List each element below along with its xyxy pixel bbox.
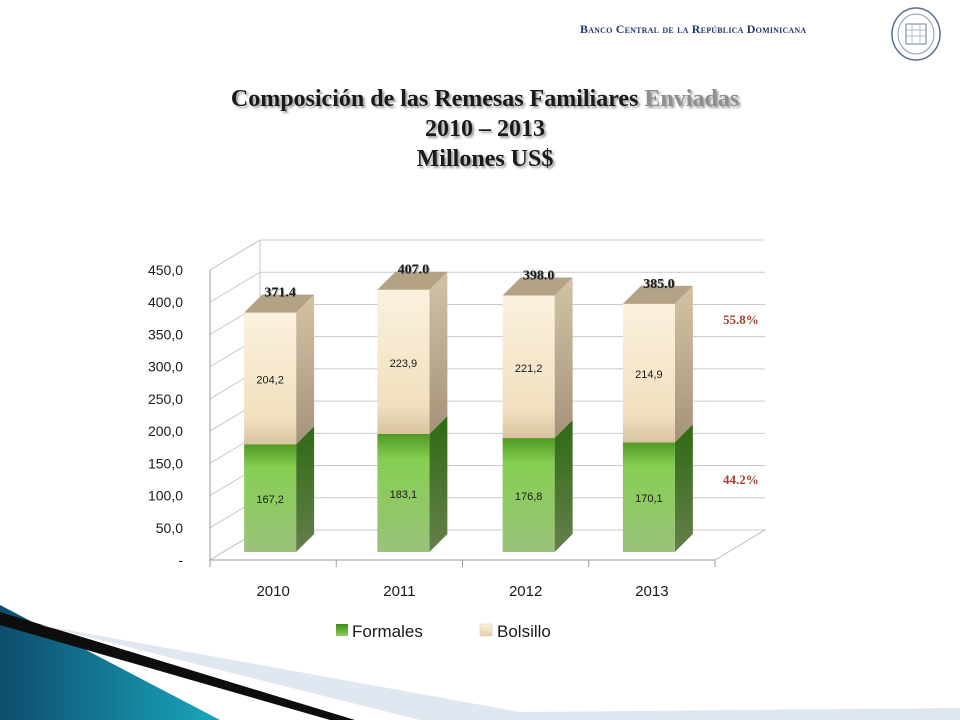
x-tick-label: 2013 <box>635 583 668 600</box>
segment-value-label: 214,9 <box>635 369 663 381</box>
y-tick-label: - <box>178 552 183 568</box>
bar-top <box>244 294 315 313</box>
bar-formales-front <box>502 438 555 552</box>
bar-formales-side <box>674 424 693 552</box>
y-tick-label: 350,0 <box>148 326 183 342</box>
bar-bolsillo-front <box>377 289 430 435</box>
share-label-formales: 44.2% <box>723 472 759 487</box>
segment-value-label: 176,8 <box>515 491 543 503</box>
bar-bolsillo-side <box>674 285 693 443</box>
x-tick-label: 2011 <box>383 583 415 600</box>
legend-swatch-bolsillo <box>479 623 493 637</box>
y-tick-label: 400,0 <box>148 294 183 310</box>
bar-formales-front <box>622 442 675 552</box>
bar-bolsillo-front <box>244 312 297 445</box>
total-label: 407.0 <box>398 263 430 278</box>
legend-swatch-formales <box>336 624 348 636</box>
x-tick-label: 2012 <box>509 583 542 600</box>
y-tick-label: 250,0 <box>148 391 183 407</box>
title-line-3: Millones US$ <box>416 146 554 172</box>
bank-seal-icon <box>891 7 941 61</box>
total-label: 385.0 <box>643 277 675 292</box>
bar-bolsillo-side <box>296 294 315 445</box>
segment-value-label: 170,1 <box>635 493 663 505</box>
segment-value-label: 223,9 <box>390 358 418 370</box>
bars <box>244 271 693 552</box>
legend: Formales Bolsillo <box>336 622 551 641</box>
bar-formales-side <box>429 416 448 552</box>
x-tick-label: 2010 <box>256 583 289 600</box>
y-tick-label: 200,0 <box>148 423 183 439</box>
gridline <box>209 239 765 271</box>
bar-bolsillo-front <box>622 303 675 443</box>
chart-title: Composición de las Remesas Familiares En… <box>100 84 870 174</box>
title-line-1: Composición de las Remesas Familiares En… <box>100 84 870 114</box>
bar-bolsillo-front <box>502 295 555 439</box>
bar-formales-side <box>554 420 573 552</box>
gridline <box>209 271 765 303</box>
y-tick-label: 50,0 <box>156 520 183 536</box>
bar-bolsillo-side <box>554 277 573 439</box>
bar-top <box>622 285 693 304</box>
organization-name: Banco Central de la República Dominicana <box>580 22 807 36</box>
bar-bolsillo-side <box>429 271 448 435</box>
data-labels: 167,2 204,2 371.4 183,1 223,9 407.0 176,8 221,2… <box>256 263 758 506</box>
segment-value-label: 204,2 <box>256 374 284 386</box>
segment-value-label: 183,1 <box>390 489 418 501</box>
title-accent: Enviadas <box>644 86 740 112</box>
bar-top <box>502 277 573 296</box>
bar-top <box>377 271 448 290</box>
y-tick-label: 100,0 <box>148 488 183 504</box>
legend-label-bolsillo: Bolsillo <box>497 622 551 641</box>
y-axis: - 50,0 100,0 150,0 200,0 250,0 300,0 350,0 400,0… <box>148 262 211 568</box>
y-tick-label: 300,0 <box>148 359 183 375</box>
share-label-bolsillo: 55.8% <box>723 312 759 327</box>
bar-formales-front <box>377 434 430 552</box>
total-label: 371.4 <box>264 286 296 301</box>
legend-label-formales: Formales <box>352 622 423 641</box>
bar-formales-front <box>244 444 297 552</box>
title-line-2: 2010 – 2013 <box>425 116 545 142</box>
y-tick-label: 450,0 <box>148 262 183 278</box>
y-tick-label: 150,0 <box>148 455 183 471</box>
x-axis: 2010 2011 2012 2013 <box>209 559 716 600</box>
segment-value-label: 167,2 <box>256 494 284 506</box>
bar-formales-side <box>296 426 315 552</box>
title-main: Composición de las Remesas Familiares <box>230 86 639 112</box>
segment-value-label: 221,2 <box>515 363 543 375</box>
total-label: 398.0 <box>523 269 555 284</box>
